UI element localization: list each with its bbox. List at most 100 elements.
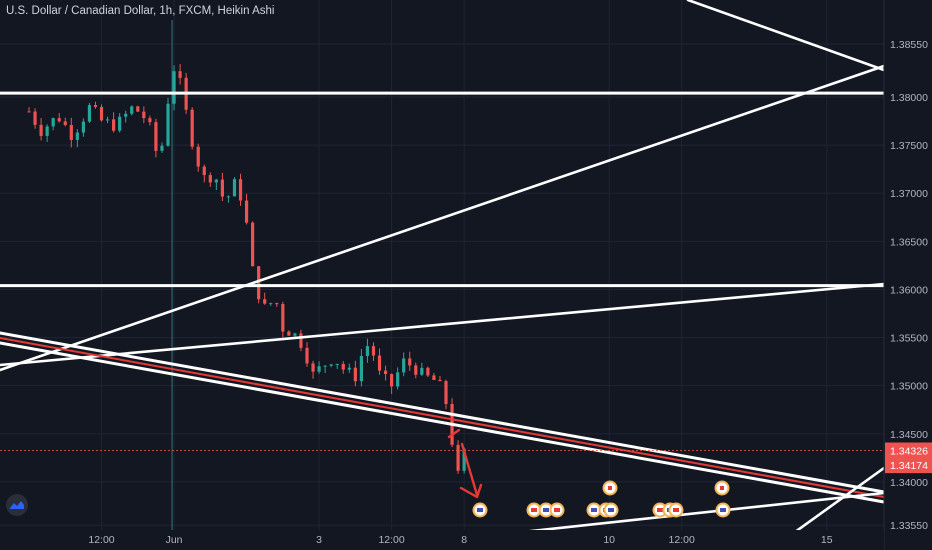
candle-body [396, 372, 400, 387]
candle-body [178, 71, 182, 78]
candle-body [220, 179, 224, 197]
candle-body [238, 179, 243, 201]
candle-body [408, 358, 412, 366]
descending-support-red[interactable] [0, 337, 885, 498]
ascending-trend-line[interactable] [0, 64, 886, 372]
arrow-tick [447, 428, 461, 439]
candle-body [99, 106, 104, 121]
candle-body [27, 111, 31, 113]
event-flag-icon[interactable] [549, 502, 565, 518]
price-tick-label: 1.38550 [890, 39, 928, 51]
candle-body [383, 370, 388, 375]
candle-body [51, 118, 55, 127]
candle-body [166, 103, 170, 146]
event-flag [543, 508, 549, 512]
event-flag-icon[interactable] [538, 502, 554, 518]
event-flag [477, 508, 483, 512]
candle-body [105, 119, 110, 121]
price-tick-label: 1.36500 [890, 236, 928, 248]
candle-body [317, 366, 321, 372]
candle-body [39, 124, 43, 136]
trend-lines[interactable] [0, 0, 886, 550]
candle-body [75, 132, 79, 140]
economic-events[interactable] [472, 480, 731, 518]
event-flag-icon[interactable] [603, 502, 619, 518]
candle-body [444, 381, 448, 404]
descending-trend-line-outer[interactable] [0, 331, 886, 494]
time-tick-label: 12:00 [378, 534, 404, 546]
event-flag-icon[interactable] [714, 480, 730, 496]
candle-body [118, 116, 122, 131]
event-flag-icon[interactable] [472, 502, 488, 518]
time-axis-background [0, 530, 884, 550]
candle-body [335, 363, 339, 365]
grid [0, 0, 884, 530]
price-tick-label: 1.34500 [890, 429, 928, 441]
price-tag-label: 1.34174 [890, 460, 928, 472]
candle-body [112, 119, 116, 131]
candle-body [208, 175, 212, 183]
candle-body [232, 179, 237, 197]
candle-body [311, 363, 315, 372]
candle-body [462, 448, 466, 471]
event-flag-icon[interactable] [668, 502, 684, 518]
time-tick-label: Jun [166, 534, 183, 546]
price-tick-label: 1.35000 [890, 381, 928, 393]
candle-body [81, 121, 85, 133]
candle-body [244, 200, 249, 223]
candle-body [257, 266, 261, 300]
candle-body [142, 111, 146, 119]
candle-body [63, 121, 67, 126]
candle-body [390, 374, 394, 387]
arrow-shaft [460, 442, 479, 497]
price-tick-label: 1.38000 [890, 92, 928, 104]
candle-body [154, 122, 158, 151]
event-flag [673, 508, 679, 512]
candle-body [269, 303, 273, 305]
candle-body [341, 363, 345, 370]
candle-body [293, 333, 297, 336]
rising-channel-line[interactable] [0, 282, 886, 367]
candle-body [124, 113, 128, 117]
arrow-head [459, 483, 483, 499]
falling-line-top-right[interactable] [686, 0, 886, 72]
candle-body [136, 106, 140, 112]
candle-body [190, 109, 194, 147]
candle-body [130, 106, 134, 114]
candle-body [329, 364, 333, 366]
candle-body [426, 367, 430, 376]
candle-body [353, 367, 357, 382]
candle-body [45, 126, 49, 136]
event-flag-icon[interactable] [586, 502, 602, 518]
price-tag-label: 1.34326 [890, 446, 928, 458]
event-flag [720, 508, 726, 512]
candle-body [226, 196, 231, 198]
candle-body [172, 71, 176, 104]
price-tick-label: 1.37500 [890, 140, 928, 152]
candle-body [281, 304, 285, 332]
candle-body [214, 179, 218, 183]
event-flag-icon[interactable] [602, 480, 618, 496]
descending-trend-line-inner[interactable] [0, 341, 886, 504]
candle-body [93, 105, 98, 107]
candle-body [414, 365, 418, 375]
event-flag [720, 486, 724, 490]
event-flag [608, 486, 612, 490]
candle-body [323, 365, 327, 367]
candle-body [57, 118, 61, 122]
time-tick-label: 8 [461, 534, 467, 546]
event-flag-icon[interactable] [715, 502, 731, 518]
candles [27, 64, 466, 474]
candle-body [432, 375, 436, 380]
event-flag-icon[interactable] [526, 502, 542, 518]
time-tick-label: 15 [821, 534, 833, 546]
price-tick-label: 1.35500 [890, 333, 928, 345]
price-axis: 1.33550 1.34000 1.34500 1.35000 1.35500 1.360… [883, 0, 932, 550]
price-tag [885, 442, 932, 459]
candle-body [456, 444, 460, 471]
price-tick-label: 1.34000 [890, 477, 928, 489]
candle-body [365, 346, 370, 357]
tradingview-logo [6, 494, 28, 516]
